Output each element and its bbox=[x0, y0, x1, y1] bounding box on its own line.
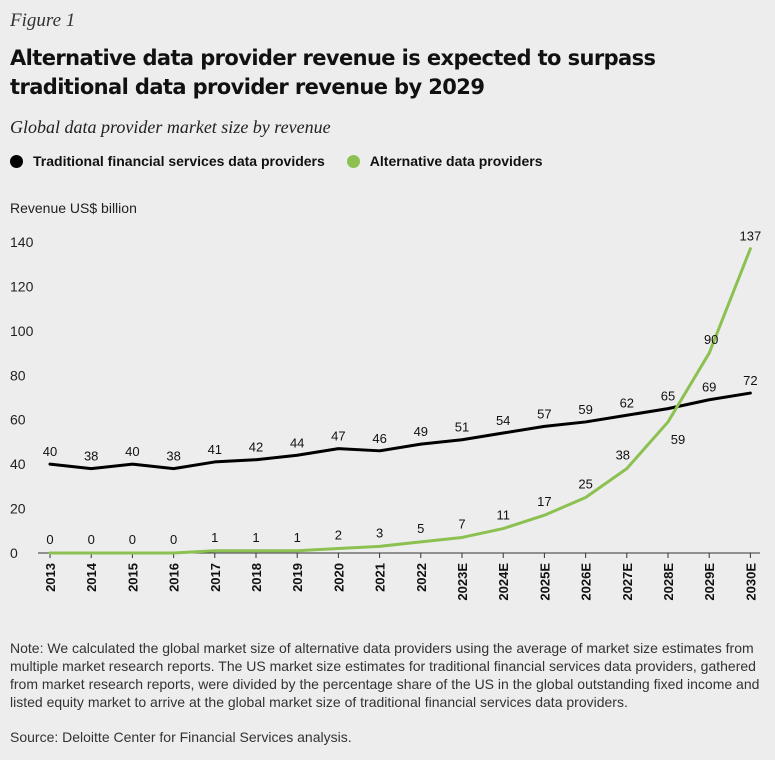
figure-label: Figure 1 bbox=[10, 10, 76, 31]
data-label-alternative: 137 bbox=[740, 229, 762, 244]
data-label-traditional: 65 bbox=[661, 389, 675, 404]
data-label-alternative: 7 bbox=[458, 516, 465, 531]
x-tick-label: 2024E bbox=[496, 563, 511, 601]
y-tick-label: 20 bbox=[10, 501, 26, 517]
data-label-traditional: 46 bbox=[372, 431, 386, 446]
y-tick-label: 40 bbox=[10, 456, 26, 472]
data-label-traditional: 72 bbox=[743, 373, 757, 388]
y-axis-label: Revenue US$ billion bbox=[10, 200, 137, 216]
series-line-alternative bbox=[48, 247, 752, 555]
legend-marker-traditional bbox=[10, 154, 23, 168]
data-label-alternative: 17 bbox=[537, 494, 551, 509]
x-tick-label: 2026E bbox=[579, 563, 594, 601]
x-tick-label: 2015 bbox=[125, 563, 140, 592]
data-label-alternative: 38 bbox=[616, 448, 630, 463]
x-tick-label: 2023E bbox=[455, 563, 470, 601]
x-tick-label: 2014 bbox=[84, 562, 99, 592]
data-label-alternative: 90 bbox=[704, 332, 718, 347]
data-label-traditional: 51 bbox=[455, 420, 469, 435]
x-tick-label: 2029E bbox=[702, 563, 717, 601]
series-line-traditional bbox=[48, 391, 752, 471]
data-label-alternative: 0 bbox=[88, 532, 95, 547]
x-tick-label: 2018 bbox=[249, 563, 264, 592]
data-label-alternative: 5 bbox=[417, 521, 424, 536]
data-label-alternative: 0 bbox=[129, 532, 136, 547]
y-tick-label: 0 bbox=[10, 545, 18, 561]
x-tick-label: 2016 bbox=[167, 563, 182, 592]
data-label-alternative: 1 bbox=[211, 530, 218, 545]
data-label-traditional: 44 bbox=[290, 435, 304, 450]
chart-subtitle: Global data provider market size by reve… bbox=[10, 117, 331, 137]
chart-note: Note: We calculated the global market si… bbox=[10, 640, 760, 710]
x-tick-label: 2028E bbox=[661, 563, 676, 601]
data-label-alternative: 0 bbox=[170, 532, 177, 547]
y-tick-label: 120 bbox=[10, 278, 34, 294]
data-label-alternative: 25 bbox=[578, 476, 592, 491]
data-label-alternative: 1 bbox=[294, 530, 301, 545]
x-tick-label: 2027E bbox=[620, 563, 635, 601]
x-tick-label: 2022 bbox=[414, 563, 429, 592]
legend-label-traditional: Traditional financial services data prov… bbox=[33, 153, 325, 169]
x-tick-label: 2025E bbox=[537, 563, 552, 601]
chart-source: Source: Deloitte Center for Financial Se… bbox=[10, 729, 352, 745]
legend-item-traditional: Traditional financial services data prov… bbox=[10, 153, 325, 169]
x-tick-label: 2013 bbox=[43, 563, 58, 592]
y-tick-label: 100 bbox=[10, 323, 34, 339]
legend: Traditional financial services data prov… bbox=[10, 153, 565, 169]
x-tick-label: 2030E bbox=[743, 563, 758, 601]
data-label-traditional: 59 bbox=[578, 402, 592, 417]
x-tick-label: 2020 bbox=[331, 563, 346, 592]
data-label-traditional: 40 bbox=[43, 444, 57, 459]
data-label-traditional: 69 bbox=[702, 380, 716, 395]
data-label-traditional: 38 bbox=[166, 449, 180, 464]
chart-title: Alternative data provider revenue is exp… bbox=[10, 46, 656, 99]
data-label-traditional: 62 bbox=[620, 395, 634, 410]
data-label-traditional: 54 bbox=[496, 413, 510, 428]
x-tick-label: 2021 bbox=[373, 563, 388, 592]
data-label-traditional: 47 bbox=[331, 429, 345, 444]
data-label-traditional: 49 bbox=[414, 424, 428, 439]
x-tick-label: 2019 bbox=[290, 563, 305, 592]
data-label-traditional: 41 bbox=[208, 442, 222, 457]
data-label-traditional: 40 bbox=[125, 444, 139, 459]
legend-item-alternative: Alternative data providers bbox=[346, 153, 543, 169]
data-label-traditional: 57 bbox=[537, 406, 551, 421]
data-label-alternative: 59 bbox=[671, 432, 685, 447]
data-label-alternative: 1 bbox=[252, 530, 259, 545]
data-label-alternative: 0 bbox=[46, 532, 53, 547]
x-tick-label: 2017 bbox=[208, 563, 223, 592]
y-tick-label: 140 bbox=[10, 234, 34, 250]
data-label-traditional: 38 bbox=[84, 449, 98, 464]
legend-label-alternative: Alternative data providers bbox=[369, 153, 543, 169]
data-label-alternative: 11 bbox=[496, 508, 510, 523]
data-label-alternative: 3 bbox=[376, 525, 383, 540]
data-label-alternative: 2 bbox=[335, 528, 342, 543]
y-tick-label: 80 bbox=[10, 367, 26, 383]
y-tick-label: 60 bbox=[10, 412, 26, 428]
data-label-traditional: 42 bbox=[249, 440, 263, 455]
legend-marker-alternative bbox=[346, 154, 360, 168]
